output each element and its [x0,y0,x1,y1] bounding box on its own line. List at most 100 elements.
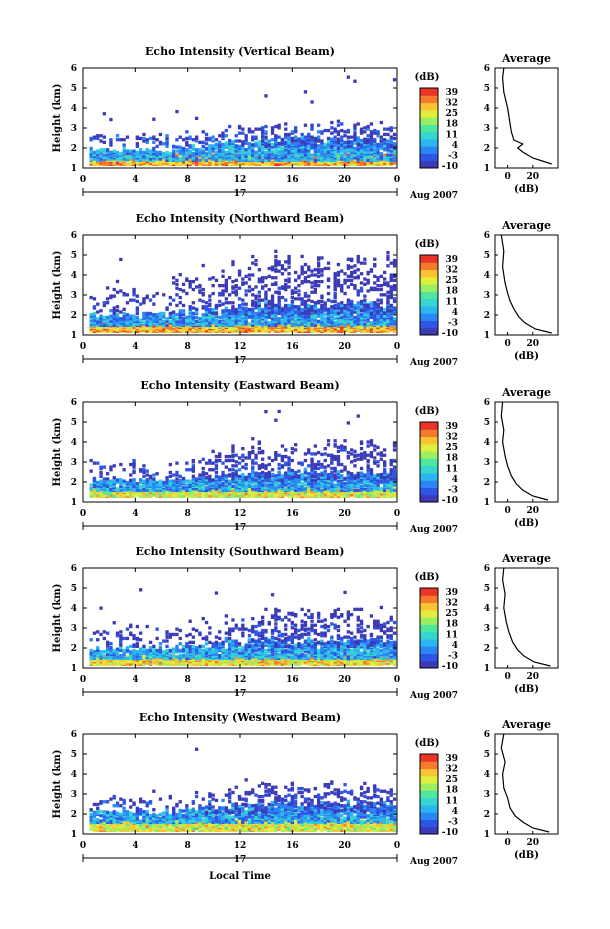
colorbar-tick-label: 4 [452,308,458,318]
echo-cell [244,456,248,460]
echo-cell [142,150,146,155]
echo-cell [198,284,202,288]
echo-cell [142,321,146,325]
echo-cell [373,138,377,142]
echo-cell [277,123,281,127]
echo-cell [218,303,222,308]
echo-cell [333,299,337,304]
beam-panel-0: Echo Intensity (Vertical Beam)123456Heig… [52,45,559,201]
colorbar-tick-label: 11 [445,130,458,140]
echo-cell [185,315,189,320]
echo-cell [270,131,275,135]
echo-cell [307,307,311,311]
echo-cell [109,468,113,472]
echo-cell [300,272,304,276]
echo-cell [333,138,337,143]
echo-cell [188,154,192,158]
echo-cell [313,158,317,162]
echo-cell [254,143,258,147]
echo-cell [172,310,176,314]
avg-y-tick-label: 1 [484,164,490,174]
echo-cell [330,158,334,162]
echo-cell [277,295,281,300]
avg-y-tick-label: 6 [484,64,490,74]
echo-cell [178,488,182,492]
echo-cell [376,157,380,161]
echo-cell [115,134,120,138]
echo-cell [251,261,255,265]
echo-cell [320,256,324,260]
echo-cell [287,303,291,308]
echo-cell [257,140,261,144]
echo-cell [317,130,321,134]
echo-cell [326,261,331,265]
echo-cell [181,282,186,286]
echo-cell [386,309,390,313]
echo-cell [267,302,271,306]
echo-cell [323,305,327,309]
echo-cell [317,270,321,275]
echo-cell [323,266,327,271]
echo-cell [247,322,252,326]
colorbar-segment [420,327,438,336]
echo-cell [340,128,344,133]
echo-cell [152,152,156,156]
echo-cell [270,149,275,153]
echo-cell [208,468,212,472]
echo-cell [112,311,116,315]
echo-cell [277,260,281,264]
echo-cell [343,161,347,165]
echo-cell [201,287,205,292]
echo-cell [356,322,360,326]
echo-cell [224,465,228,469]
echo-cell [326,298,331,302]
echo-cell [376,314,380,318]
echo-cell [241,277,245,281]
echo-cell [307,144,311,148]
echo-cell [139,484,143,488]
echo-cell [112,294,116,298]
echo-cell [303,90,308,94]
colorbar-label: (dB) [415,72,440,83]
colorbar-segment [420,131,438,140]
echo-cell [383,311,387,315]
echo-cell [221,488,225,492]
echo-cell [366,270,370,275]
echo-cell [191,458,195,463]
echo-cell [244,293,248,297]
x-tick-label: 8 [185,175,191,185]
echo-cell [224,281,228,285]
echo-cell [363,277,367,281]
echo-cell [373,128,377,133]
echo-cell [267,143,271,147]
echo-cell [175,145,179,149]
echo-cell [99,479,103,483]
echo-cell [277,269,281,273]
echo-cell [386,299,390,304]
echo-cell [379,309,383,313]
echo-cell [102,112,106,116]
echo-cell [294,297,298,301]
echo-cell [132,469,136,473]
echo-cell [389,142,393,147]
average-title: Average [501,52,551,65]
echo-cell [185,291,189,296]
echo-cell [326,291,331,296]
echo-cell [112,494,116,498]
echo-cell [125,321,130,325]
echo-cell [294,270,298,275]
echo-cell [204,472,209,476]
echo-cell [195,139,199,143]
echo-cell [135,482,139,486]
echo-cell [168,295,172,300]
echo-cell [195,285,199,289]
echo-cell [112,464,116,468]
echo-cell [172,473,176,477]
echo-cell [162,293,166,297]
echo-cell [125,152,130,156]
echo-cell [188,468,192,472]
colorbar-segment [420,124,438,133]
echo-cell [277,317,281,321]
y-tick-label: 5 [71,251,77,261]
echo-cell [102,323,106,327]
